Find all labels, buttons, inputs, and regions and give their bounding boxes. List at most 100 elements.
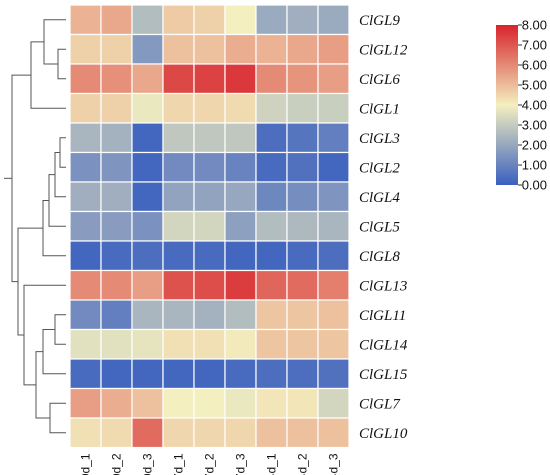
row-label: ClGL12	[359, 42, 408, 58]
heatmap-cell	[317, 417, 350, 449]
column-label: 14d_2	[296, 453, 310, 475]
heatmap-cell	[286, 33, 319, 65]
heatmap-cell	[224, 63, 257, 95]
heatmap-cell	[224, 299, 257, 331]
heatmap-cell	[162, 4, 195, 36]
heatmap-cell	[69, 240, 102, 272]
heatmap-cell	[69, 417, 102, 449]
heatmap-cell	[317, 387, 350, 419]
heatmap-cell	[255, 63, 288, 95]
heatmap-cell	[224, 92, 257, 124]
row-label: ClGL7	[359, 396, 401, 412]
heatmap-cell	[69, 181, 102, 213]
dendrogram-branch	[43, 19, 66, 65]
heatmap-cell	[317, 328, 350, 360]
heatmap-cell	[131, 210, 164, 242]
heatmap-cell	[100, 417, 133, 449]
dendrogram-branch	[49, 402, 66, 434]
heatmap-cell	[255, 181, 288, 213]
heatmap-cell	[162, 63, 195, 95]
heatmap-cell	[255, 151, 288, 183]
color-legend-ticks: 8.00 7.00 6.00 5.00 4.00 3.00 2.00 1.00 0.00	[518, 18, 547, 193]
color-legend-tick-label: 3.00	[522, 118, 547, 133]
heatmap-cell	[255, 210, 288, 242]
color-legend-tick-label: 4.00	[522, 98, 547, 113]
color-legend-tick-label: 1.00	[522, 158, 547, 173]
heatmap-cell	[286, 358, 319, 390]
heatmap-cell	[255, 92, 288, 124]
color-legend-tick-label: 7.00	[522, 38, 547, 53]
heatmap-cell	[193, 299, 226, 331]
heatmap-cell	[193, 387, 226, 419]
heatmap-cell	[317, 151, 350, 183]
heatmap-cell	[224, 33, 257, 65]
heatmap-cell	[317, 92, 350, 124]
heatmap-cell	[255, 269, 288, 301]
heatmap-cell	[317, 181, 350, 213]
heatmap-cell	[193, 210, 226, 242]
heatmap-cell	[286, 4, 319, 36]
heatmap-cell	[131, 417, 164, 449]
heatmap-cell	[162, 210, 195, 242]
heatmap-cell	[224, 210, 257, 242]
heatmap-cell	[100, 358, 133, 390]
heatmap-cell	[100, 299, 133, 331]
row-label: ClGL10	[359, 426, 408, 442]
heatmap-cell	[100, 63, 133, 95]
row-label: ClGL1	[359, 101, 400, 117]
dendrogram-branch	[48, 174, 66, 227]
heatmap-cell	[162, 151, 195, 183]
row-label: ClGL9	[359, 13, 400, 29]
heatmap-cell	[100, 151, 133, 183]
heatmap-cell	[193, 358, 226, 390]
heatmap-cell	[286, 269, 319, 301]
heatmap-cell	[317, 4, 350, 36]
heatmap-cell	[286, 210, 319, 242]
heatmap-cell	[131, 92, 164, 124]
heatmap-cell	[69, 63, 102, 95]
heatmap-cell	[224, 358, 257, 390]
heatmap-cell	[286, 240, 319, 272]
heatmap-cell	[162, 358, 195, 390]
dendrogram-branch	[59, 137, 66, 168]
column-label: 0d_1	[79, 453, 93, 475]
row-label: ClGL5	[359, 219, 400, 235]
dendrogram-branch	[11, 74, 31, 283]
heatmap-cell	[100, 33, 133, 65]
heatmap-cell	[162, 181, 195, 213]
heatmap-cell	[69, 269, 102, 301]
heatmap-cell	[100, 269, 133, 301]
color-legend: 8.00 7.00 6.00 5.00 4.00 3.00 2.00 1.00 0.00	[496, 18, 547, 193]
heatmap-cell	[255, 299, 288, 331]
row-label: ClGL6	[359, 72, 400, 88]
heatmap-cell	[131, 33, 164, 65]
heatmap-cell	[131, 240, 164, 272]
heatmap-cell	[193, 4, 226, 36]
heatmap-cell	[69, 33, 102, 65]
heatmap-cell	[255, 4, 288, 36]
heatmap-cell	[286, 417, 319, 449]
heatmap-cell	[255, 417, 288, 449]
heatmap-cell	[193, 151, 226, 183]
dendrogram-branch	[42, 199, 66, 257]
heatmap-cell	[255, 33, 288, 65]
heatmap-cell	[162, 33, 195, 65]
heatmap-cell	[131, 151, 164, 183]
heatmap-cell	[193, 33, 226, 65]
heatmap-cell	[69, 328, 102, 360]
heatmap-cell	[69, 387, 102, 419]
heatmap-cell	[224, 417, 257, 449]
row-label: ClGL4	[359, 190, 400, 206]
column-label: 0d_2	[110, 453, 124, 475]
row-dendrogram	[4, 19, 66, 434]
heatmap-cell	[286, 181, 319, 213]
heatmap-cell	[224, 151, 257, 183]
dendrogram-branch	[17, 227, 43, 336]
column-label: 7d_2	[203, 453, 217, 475]
heatmap-cell	[286, 328, 319, 360]
color-legend-bar	[496, 25, 518, 185]
row-labels: ClGL9 ClGL12 ClGL6 ClGL1 ClGL3 ClGL2 ClGL4 ClGL…	[359, 13, 408, 442]
heatmap-cell	[317, 299, 350, 331]
